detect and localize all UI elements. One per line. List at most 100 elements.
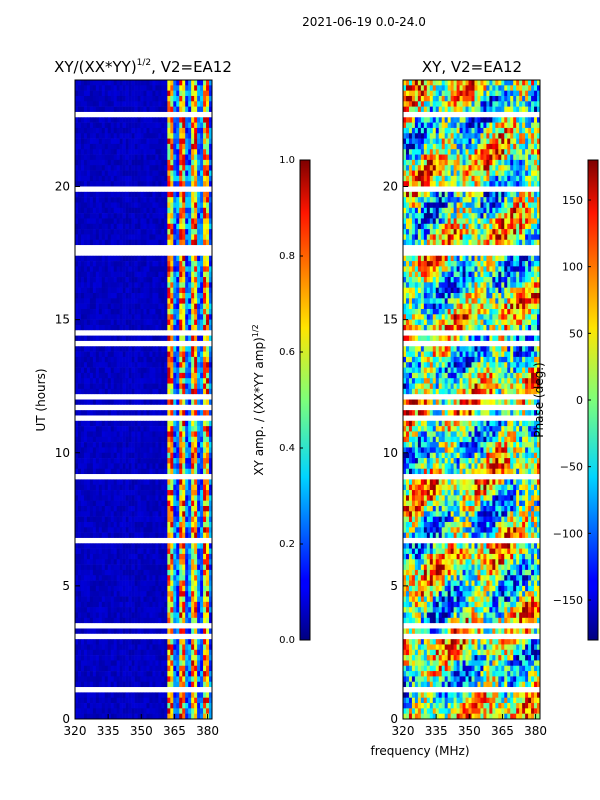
amp-cell <box>194 138 198 145</box>
amp-cell <box>98 229 103 235</box>
amp-cell <box>128 442 132 448</box>
amp-cell <box>122 591 126 597</box>
amp-cell <box>80 415 85 422</box>
amp-cell <box>110 506 115 512</box>
amp-cell <box>104 575 109 581</box>
amp-cell <box>167 197 171 203</box>
amp-cell <box>185 490 189 496</box>
amp-cell <box>176 101 180 107</box>
amp-cell <box>86 197 91 203</box>
amp-cell <box>167 117 171 123</box>
amp-cell <box>167 293 171 299</box>
amp-cell <box>209 95 213 102</box>
amp-cell <box>158 612 162 619</box>
amp-cell <box>101 186 106 193</box>
amp-cell <box>146 564 150 571</box>
amp-cell <box>146 426 150 432</box>
amp-cell <box>95 633 100 640</box>
amp-cell <box>197 490 201 496</box>
amp-cell <box>200 154 204 161</box>
amp-cell <box>89 127 94 134</box>
amp-cell <box>176 436 180 443</box>
amp-cell <box>119 346 123 352</box>
amp-cell <box>113 266 117 273</box>
amp-cell <box>83 122 88 129</box>
amp-cell <box>194 383 198 390</box>
amp-cell <box>75 127 79 134</box>
amp-cell <box>75 617 79 624</box>
amp-cell <box>137 415 141 422</box>
amp-cell <box>119 282 123 288</box>
amp-cell <box>140 447 144 454</box>
amp-cell <box>143 250 147 257</box>
amp-cell <box>95 133 100 139</box>
amp-cell <box>161 298 165 304</box>
amp-cell <box>185 591 189 597</box>
amp-cell <box>140 559 144 565</box>
amp-cell <box>185 521 189 528</box>
amp-cell <box>140 340 144 347</box>
amp-cell <box>206 623 210 629</box>
amp-cell <box>83 154 88 161</box>
amp-cell <box>185 255 189 262</box>
amp-cell <box>164 111 168 118</box>
amp-cell <box>182 372 186 379</box>
amp-cell <box>89 330 94 336</box>
amp-cell <box>75 330 79 336</box>
amp-cell <box>146 90 150 97</box>
amp-cell <box>134 553 138 560</box>
amp-cell <box>137 607 141 613</box>
amp-cell <box>191 218 195 225</box>
amp-cell <box>155 261 159 267</box>
amp-cell <box>203 442 207 448</box>
amp-cell <box>149 607 153 613</box>
amp-cell <box>92 431 97 438</box>
amp-cell <box>89 314 94 320</box>
amp-cell <box>206 335 210 342</box>
amp-cell <box>170 170 174 177</box>
amp-cell <box>170 383 174 390</box>
amp-cell <box>110 617 115 624</box>
amp-cell <box>158 553 162 560</box>
amp-cell <box>92 367 97 374</box>
amp-cell <box>170 537 174 544</box>
amp-cell <box>101 559 106 565</box>
amp-cell <box>116 463 120 470</box>
amp-cell <box>98 575 103 581</box>
amp-cell <box>134 596 138 603</box>
amp-cell <box>170 644 174 651</box>
amp-cell <box>83 149 88 155</box>
amp-cell <box>161 154 165 161</box>
amp-cell <box>86 655 91 661</box>
amp-cell <box>110 649 115 656</box>
amp-cell <box>137 537 141 544</box>
amp-cell <box>173 95 177 102</box>
amp-cell <box>101 383 106 390</box>
amp-cell <box>101 463 106 470</box>
amp-cell <box>119 277 123 283</box>
amp-cell <box>131 154 135 161</box>
amp-cell <box>170 149 174 155</box>
amp-cell <box>140 607 144 613</box>
amp-cell <box>194 436 198 443</box>
amp-cell <box>200 282 204 288</box>
amp-cell <box>152 580 156 587</box>
amp-cell <box>98 394 103 400</box>
amp-cell <box>173 335 177 342</box>
amp-cell <box>155 223 159 230</box>
amp-cell <box>122 111 126 118</box>
amp-cell <box>185 436 189 443</box>
amp-cell <box>92 356 97 363</box>
amp-cell <box>125 229 129 235</box>
amp-cell <box>110 500 115 507</box>
amp-cell <box>95 548 100 555</box>
amp-cell <box>89 490 94 496</box>
amp-cell <box>182 277 186 283</box>
amp-cell <box>104 324 109 331</box>
amp-cell <box>176 95 180 102</box>
amp-cell <box>179 245 183 251</box>
amp-cell <box>206 181 210 187</box>
amp-cell <box>209 282 213 288</box>
amp-cell <box>125 633 129 640</box>
amp-cell <box>203 617 207 624</box>
